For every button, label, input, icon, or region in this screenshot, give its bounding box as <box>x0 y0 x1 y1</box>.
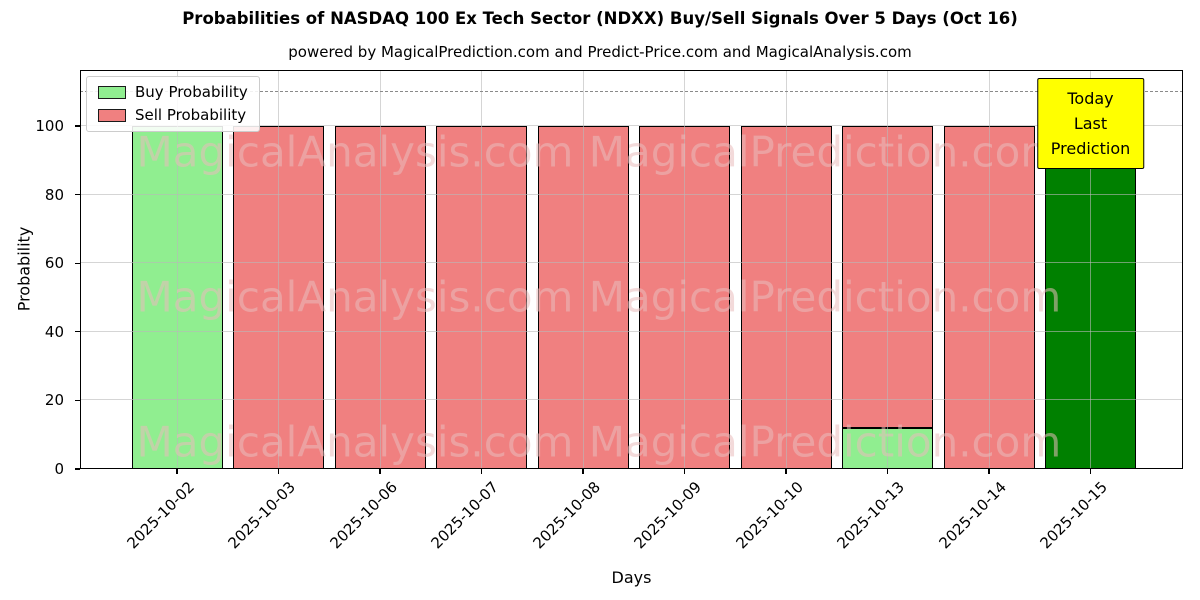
gridline-horizontal <box>80 262 1183 264</box>
gridline-vertical <box>988 70 990 469</box>
x-tick-label: 2025-10-06 <box>326 478 401 553</box>
legend: Buy Probability Sell Probability <box>86 76 260 132</box>
x-tick-label: 2025-10-03 <box>224 478 300 553</box>
legend-item: Buy Probability <box>98 84 248 101</box>
x-tick-mark <box>785 469 787 474</box>
gridline-vertical <box>785 70 787 469</box>
x-tick-label: 2025-10-13 <box>833 478 909 553</box>
gridline-vertical <box>481 70 482 469</box>
x-tick-mark <box>277 469 280 474</box>
gridline-vertical <box>1090 70 1091 469</box>
x-tick-label: 2025-10-09 <box>630 478 706 553</box>
watermark-text: MagicalPrediction.com <box>588 272 1062 322</box>
gridline-horizontal <box>80 399 1183 401</box>
gridline-vertical <box>887 70 888 469</box>
x-axis-label: Days <box>611 568 652 587</box>
gridline-vertical <box>379 70 381 469</box>
watermark-text: MagicalAnalysis.com <box>136 272 574 322</box>
legend-item-label: Buy Probability <box>135 83 248 101</box>
x-tick-label: 2025-10-15 <box>1036 478 1112 553</box>
legend-item: Sell Probability <box>98 107 248 124</box>
today-annotation-line: Last Prediction <box>1050 114 1131 158</box>
y-tick-mark <box>75 125 80 127</box>
x-tick-label: 2025-10-07 <box>427 478 503 553</box>
x-tick-label: 2025-10-10 <box>732 478 807 553</box>
today-annotation-line: Today <box>1067 89 1114 108</box>
watermark-text: MagicalAnalysis.com <box>136 417 574 467</box>
x-tick-mark <box>988 469 990 474</box>
x-tick-mark <box>379 469 381 474</box>
watermark-text: MagicalAnalysis.com <box>136 127 574 177</box>
y-tick-label: 100 <box>35 116 64 135</box>
gridline-vertical <box>278 70 279 469</box>
gridline-vertical <box>582 70 584 469</box>
x-tick-mark <box>176 469 178 474</box>
x-tick-mark <box>683 469 686 474</box>
x-tick-mark <box>1089 469 1092 474</box>
legend-swatch <box>98 86 126 99</box>
watermark-text: MagicalPrediction.com <box>588 417 1062 467</box>
gridline-horizontal <box>80 124 1183 126</box>
y-tick-mark <box>75 468 80 470</box>
plot-area: MagicalAnalysis.com MagicalPrediction.com… <box>80 70 1183 469</box>
y-tick-label: 40 <box>44 322 64 341</box>
x-tick-label: 2025-10-08 <box>529 478 604 553</box>
legend-swatch <box>98 109 126 122</box>
gridline-horizontal <box>80 193 1183 195</box>
x-tick-mark <box>582 469 584 474</box>
gridline-vertical <box>176 70 178 469</box>
y-tick-mark <box>75 399 80 402</box>
y-tick-label: 80 <box>44 185 64 204</box>
reference-dashed-line <box>80 90 1183 92</box>
x-tick-mark <box>480 469 483 474</box>
x-tick-label: 2025-10-14 <box>935 478 1010 553</box>
today-annotation: Today Last Prediction <box>1036 78 1145 169</box>
y-tick-label: 20 <box>44 391 64 410</box>
watermark-text: MagicalPrediction.com <box>588 127 1062 177</box>
x-tick-mark <box>886 469 889 474</box>
y-tick-label: 0 <box>54 460 64 478</box>
x-tick-label: 2025-10-02 <box>123 478 198 553</box>
y-tick-label: 60 <box>44 254 64 273</box>
y-tick-mark <box>75 331 80 333</box>
chart-title: Probabilities of NASDAQ 100 Ex Tech Sect… <box>182 9 1018 28</box>
legend-item-label: Sell Probability <box>135 106 247 124</box>
y-tick-mark <box>75 262 80 264</box>
chart-subtitle: powered by MagicalPrediction.com and Pre… <box>288 43 912 61</box>
gridline-horizontal <box>80 330 1183 332</box>
y-tick-mark <box>75 193 80 196</box>
gridline-vertical <box>684 70 685 469</box>
